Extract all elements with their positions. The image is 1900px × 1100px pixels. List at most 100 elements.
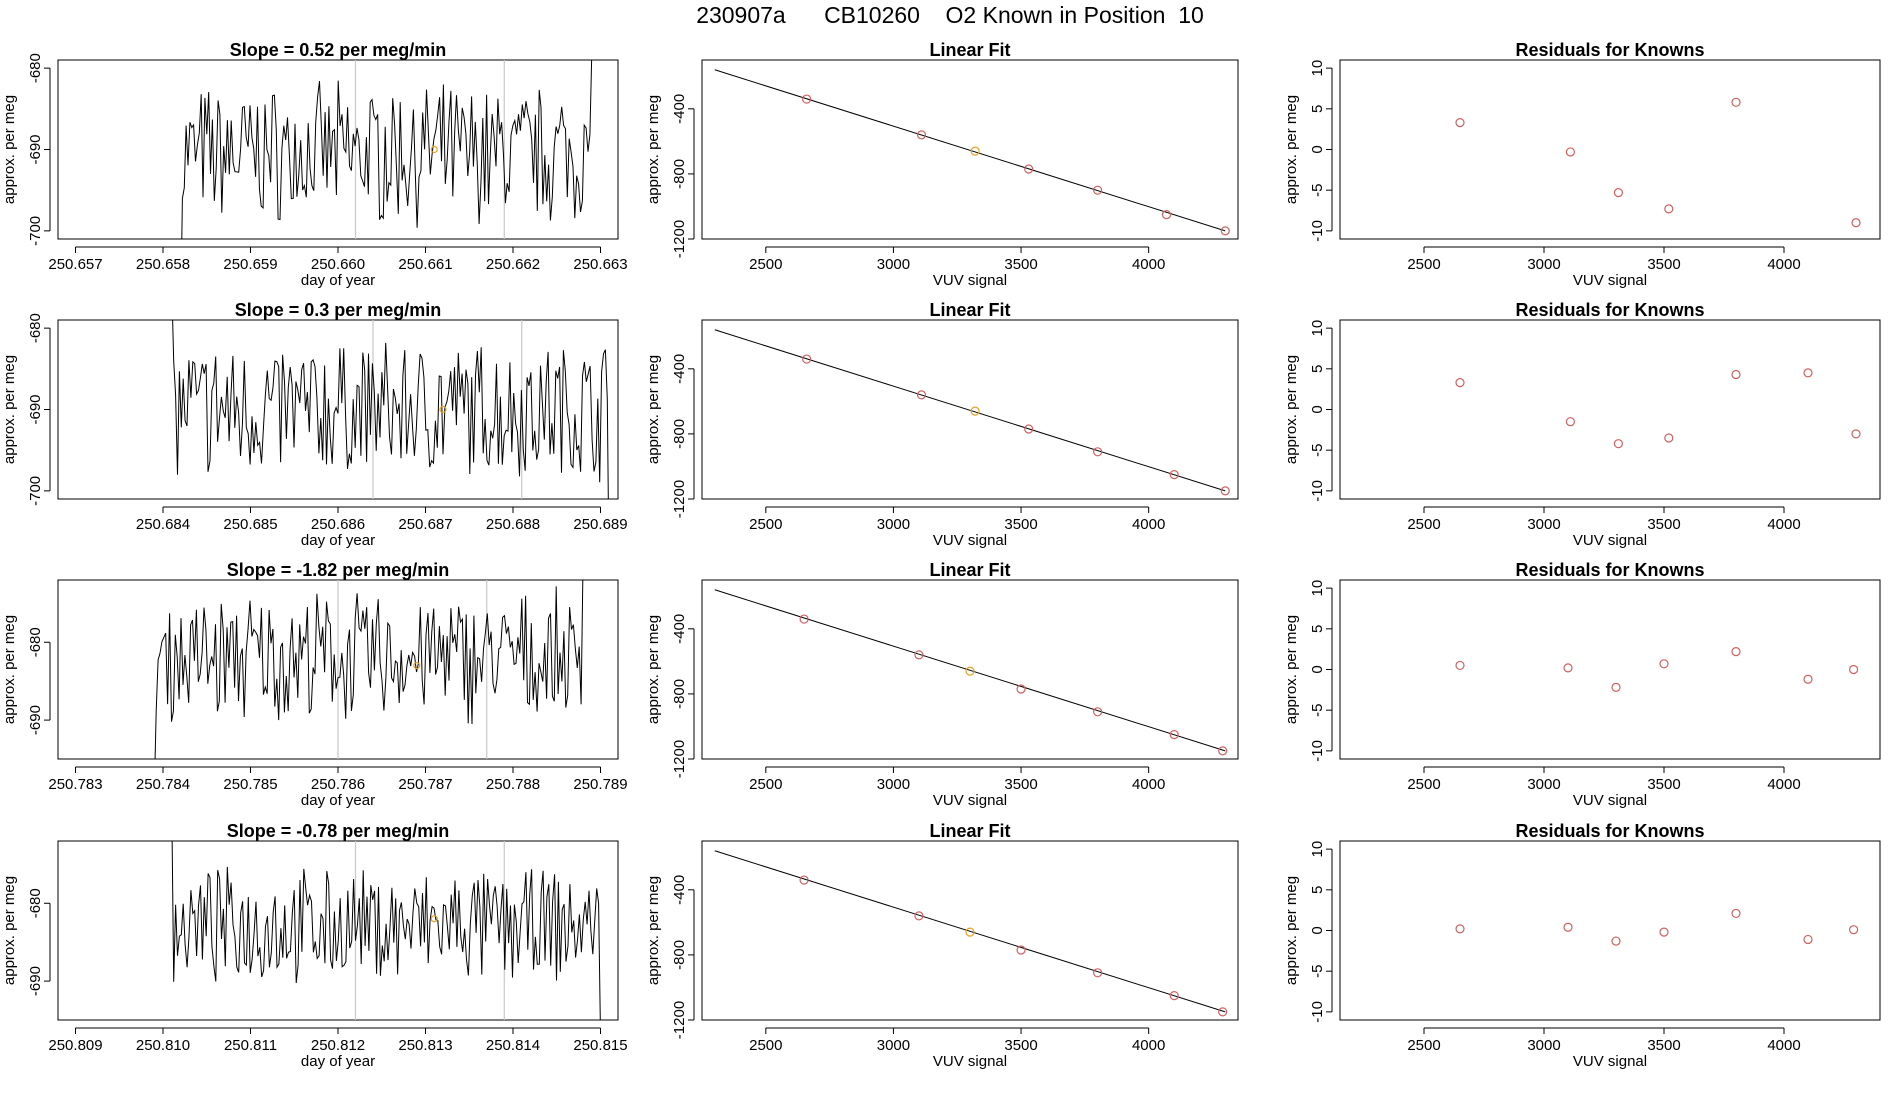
x-tick-label: 3000 <box>877 516 910 533</box>
y-axis-label: approx. per meg <box>645 615 662 724</box>
y-axis-label: approx. per meg <box>1283 876 1300 985</box>
x-tick-label: 3000 <box>877 256 910 273</box>
x-axis-label: VUV signal <box>1573 272 1647 289</box>
y-tick-label: -690 <box>27 966 44 996</box>
highlight-point <box>965 927 975 937</box>
data-point <box>1016 684 1026 694</box>
data-point <box>1659 927 1669 937</box>
fit-line <box>714 69 1226 232</box>
data-point <box>1169 469 1179 480</box>
x-axis-label: VUV signal <box>1573 532 1647 549</box>
x-tick-label: 3500 <box>1647 776 1680 793</box>
x-tick-label: 4000 <box>1132 516 1165 533</box>
y-tick-label: 10 <box>1309 841 1326 858</box>
data-point <box>1455 118 1465 128</box>
x-tick-label: 250.788 <box>486 776 540 793</box>
y-tick-label: -800 <box>671 159 688 189</box>
fit-line <box>714 329 1226 492</box>
x-tick-label: 250.784 <box>136 776 190 793</box>
y-tick-label: -10 <box>1309 220 1326 242</box>
x-tick-label: 2500 <box>1407 256 1440 273</box>
plot-frame <box>1339 319 1881 500</box>
y-axis-label: approx. per meg <box>1 95 18 204</box>
y-tick-label: -700 <box>27 216 44 246</box>
data-point <box>1613 188 1624 198</box>
x-tick-label: 250.661 <box>398 256 452 273</box>
panel-4-1: Slope = -0.78 per meg/min 250.809 250.810 2… <box>1 821 628 1070</box>
x-tick-label: 3500 <box>1004 1037 1037 1054</box>
panel-1-2: Linear Fit 2500 3000 3500 4000 VUV signal -120… <box>645 40 1239 289</box>
data-point <box>1848 925 1859 935</box>
plot-area <box>154 580 584 759</box>
data-point <box>1565 417 1576 427</box>
plot-area <box>714 850 1228 1017</box>
x-tick-label: 250.815 <box>573 1037 627 1054</box>
x-tick-label: 3000 <box>1527 776 1560 793</box>
y-tick-label: -800 <box>671 679 688 709</box>
fit-line <box>714 589 1226 752</box>
plot-area <box>171 841 601 1020</box>
data-point <box>1664 433 1674 443</box>
data-point <box>1611 936 1621 946</box>
panel-title: Residuals for Knowns <box>1515 300 1704 320</box>
x-tick-label: 4000 <box>1767 516 1800 533</box>
x-tick-label: 250.787 <box>398 776 452 793</box>
y-axis-label: approx. per meg <box>1283 615 1300 724</box>
y-tick-label: -680 <box>27 627 44 657</box>
panel-title: Slope = 0.3 per meg/min <box>235 300 442 320</box>
y-tick-label: -400 <box>671 354 688 384</box>
plot-area <box>172 320 609 499</box>
panel-title: Linear Fit <box>929 300 1010 320</box>
data-point <box>1169 729 1179 740</box>
x-tick-label: 3500 <box>1004 516 1037 533</box>
data-point <box>1664 204 1674 214</box>
plot-area <box>1455 646 1859 693</box>
x-axis-label: VUV signal <box>933 1053 1007 1070</box>
figure-title: 230907a CB10260 O2 Known in Position 10 <box>696 2 1204 28</box>
data-point <box>1731 646 1741 657</box>
data-point <box>1093 447 1103 457</box>
data-point <box>1731 97 1741 107</box>
x-axis-label: day of year <box>301 792 375 809</box>
panel-title: Residuals for Knowns <box>1515 40 1704 60</box>
x-axis-label: VUV signal <box>933 272 1007 289</box>
plot-frame <box>57 59 619 240</box>
panel-1-1: Slope = 0.52 per meg/min 250.657 250.658 25… <box>1 40 628 289</box>
y-tick-label: 10 <box>1309 580 1326 597</box>
data-point <box>1611 682 1621 693</box>
data-point <box>1093 707 1103 717</box>
fit-line <box>714 850 1226 1013</box>
x-tick-label: 250.813 <box>398 1037 452 1054</box>
panel-title: Linear Fit <box>929 40 1010 60</box>
y-tick-label: -400 <box>671 94 688 124</box>
panel-3-2: Linear Fit 2500 3000 3500 4000 VUV signal -120… <box>645 560 1239 809</box>
x-tick-label: 3000 <box>1527 1037 1560 1054</box>
y-axis-label: approx. per meg <box>1 355 18 464</box>
y-tick-label: -10 <box>1309 1001 1326 1023</box>
y-tick-label: -5 <box>1309 965 1326 978</box>
y-tick-label: 5 <box>1309 625 1326 633</box>
x-tick-label: 250.685 <box>223 516 277 533</box>
y-tick-label: -10 <box>1309 480 1326 502</box>
panel-3-3: Residuals for Knowns 2500 3000 3500 4000 VUV … <box>1283 560 1881 809</box>
plot-frame <box>701 319 1239 500</box>
y-tick-label: -700 <box>27 476 44 506</box>
highlight-point <box>413 662 421 670</box>
panel-title: Residuals for Knowns <box>1515 560 1704 580</box>
data-point <box>1016 945 1026 955</box>
data-point <box>1169 990 1179 1001</box>
y-tick-label: -400 <box>671 875 688 905</box>
signal-trace <box>181 60 593 239</box>
y-axis-label: approx. per meg <box>645 876 662 985</box>
y-tick-label: -690 <box>27 134 44 164</box>
x-tick-label: 2500 <box>749 1037 782 1054</box>
panel-1-3: Residuals for Knowns 2500 3000 3500 4000 VUV … <box>1283 40 1881 289</box>
data-point <box>1613 439 1624 449</box>
x-tick-label: 250.687 <box>398 516 452 533</box>
x-tick-label: 250.785 <box>223 776 277 793</box>
plot-frame <box>57 840 619 1021</box>
data-point <box>1803 674 1813 684</box>
plot-area <box>714 589 1228 756</box>
y-tick-label: -5 <box>1309 184 1326 197</box>
